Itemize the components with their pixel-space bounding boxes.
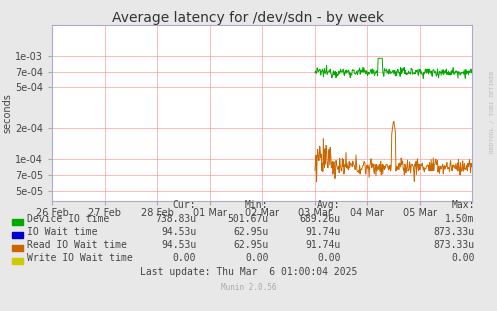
Text: Cur:: Cur: — [173, 200, 196, 210]
Text: 94.53u: 94.53u — [161, 240, 196, 250]
Text: 62.95u: 62.95u — [233, 227, 268, 237]
Text: 501.67u: 501.67u — [227, 214, 268, 224]
Text: Write IO Wait time: Write IO Wait time — [27, 253, 133, 263]
Text: 689.26u: 689.26u — [299, 214, 340, 224]
Text: Avg:: Avg: — [317, 200, 340, 210]
Text: 1.50m: 1.50m — [445, 214, 475, 224]
Text: 0.00: 0.00 — [173, 253, 196, 263]
Text: Average latency for /dev/sdn - by week: Average latency for /dev/sdn - by week — [112, 11, 385, 25]
Text: IO Wait time: IO Wait time — [27, 227, 98, 237]
Text: 0.00: 0.00 — [317, 253, 340, 263]
Text: Read IO Wait time: Read IO Wait time — [27, 240, 127, 250]
Text: RRDTOOL / TOBI OETIKER: RRDTOOL / TOBI OETIKER — [490, 71, 495, 153]
Text: Min:: Min: — [245, 200, 268, 210]
Text: Last update: Thu Mar  6 01:00:04 2025: Last update: Thu Mar 6 01:00:04 2025 — [140, 267, 357, 277]
Text: Munin 2.0.56: Munin 2.0.56 — [221, 283, 276, 292]
Text: 873.33u: 873.33u — [433, 227, 475, 237]
Text: Device IO time: Device IO time — [27, 214, 109, 224]
Text: 0.00: 0.00 — [451, 253, 475, 263]
Text: 738.83u: 738.83u — [155, 214, 196, 224]
Y-axis label: seconds: seconds — [2, 93, 12, 133]
Text: 62.95u: 62.95u — [233, 240, 268, 250]
Text: 91.74u: 91.74u — [305, 227, 340, 237]
Text: Max:: Max: — [451, 200, 475, 210]
Text: 873.33u: 873.33u — [433, 240, 475, 250]
Text: 0.00: 0.00 — [245, 253, 268, 263]
Text: 94.53u: 94.53u — [161, 227, 196, 237]
Text: 91.74u: 91.74u — [305, 240, 340, 250]
